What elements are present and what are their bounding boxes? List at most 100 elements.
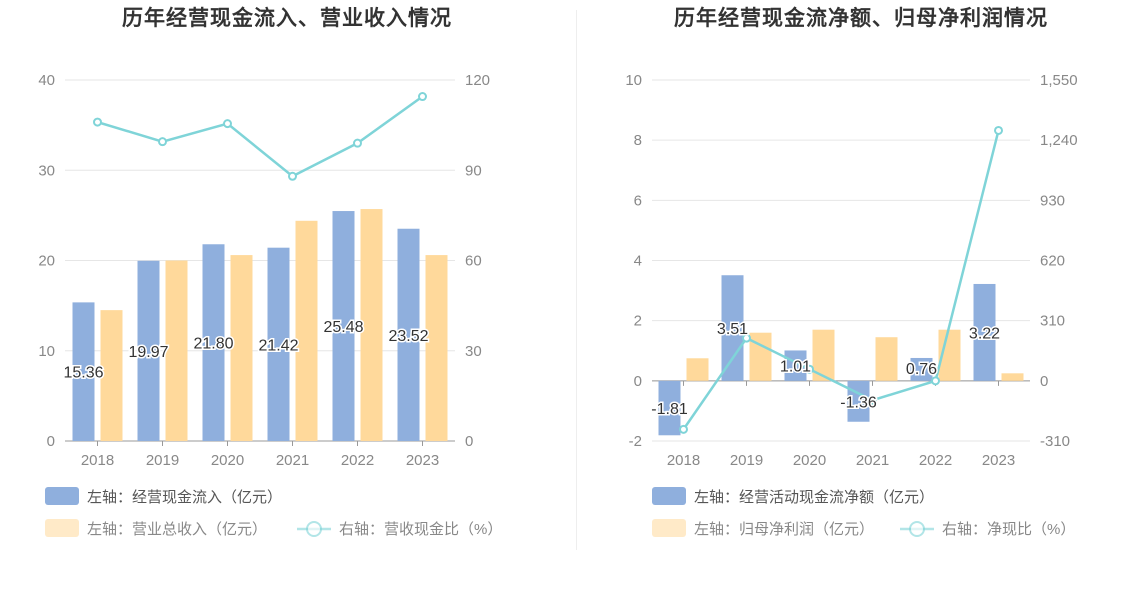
- ratio-point: [679, 424, 688, 434]
- x-tick-label: 2023: [982, 452, 1015, 469]
- x-tick-label: 2019: [146, 452, 179, 469]
- bar-data-label: 15.36: [63, 365, 103, 382]
- bar-blue: [658, 380, 681, 436]
- bar-orange: [812, 329, 835, 381]
- bar-orange: [425, 255, 448, 441]
- y-left-tick-label: 4: [634, 253, 642, 270]
- bar-blue: [202, 244, 225, 441]
- y-right-tick-label: 30: [465, 343, 482, 360]
- y-right-tick-label: 0: [1040, 373, 1048, 390]
- bar-blue: [72, 302, 95, 441]
- bar-data-label: 25.48: [323, 319, 363, 336]
- y-left-tick-label: 30: [38, 162, 55, 179]
- chart-title: 历年经营现金流净额、归母净利润情况: [674, 7, 1048, 30]
- bar-data-label: -1.81: [651, 401, 688, 418]
- bar-data-label: 21.80: [193, 336, 233, 353]
- x-tick-label: 2021: [276, 452, 309, 469]
- x-tick-label: 2019: [730, 452, 763, 469]
- y-right-tick-label: 120: [465, 72, 490, 89]
- legend-label: 左轴：经营活动现金流净额（亿元）: [694, 489, 934, 506]
- y-left-tick-label: 20: [38, 253, 55, 270]
- legend-line-icon: [306, 521, 322, 537]
- bar-data-label: 0.76: [906, 361, 937, 378]
- legend-swatch-orange: [45, 519, 79, 537]
- bar-orange: [1001, 373, 1024, 381]
- bar-orange: [100, 310, 123, 441]
- bar-data-label: 23.52: [388, 328, 428, 345]
- right-chart-panel: 历年经营现金流净额、归母净利润情况 10 1,550 8 1,240 6 930 4 620 2…: [574, 0, 1148, 589]
- ratio-point: [223, 119, 232, 129]
- bar-orange: [875, 337, 898, 381]
- bar-data-label: 3.22: [969, 325, 1000, 342]
- y-right-tick-label: 0: [465, 433, 473, 450]
- x-tick-label: 2021: [856, 452, 889, 469]
- x-tick-label: 2018: [667, 452, 700, 469]
- bar-data-label: 21.42: [258, 337, 298, 354]
- ratio-point: [418, 92, 427, 102]
- bar-orange: [165, 260, 188, 441]
- legend-label: 右轴：净现比（%）: [942, 521, 1075, 538]
- y-left-tick-label: 40: [38, 72, 55, 89]
- y-left-tick-label: 10: [625, 72, 642, 89]
- legend-label: 左轴：归母净利润（亿元）: [694, 521, 874, 538]
- chart-title: 历年经营现金流入、营业收入情况: [122, 7, 452, 30]
- bar-orange: [295, 220, 318, 441]
- bar-data-label: 1.01: [780, 359, 811, 376]
- bar-orange: [360, 209, 383, 441]
- bar-blue: [332, 211, 355, 441]
- x-tick-label: 2023: [406, 452, 439, 469]
- ratio-point: [353, 138, 362, 148]
- y-left-tick-label: -2: [629, 433, 642, 450]
- ratio-point: [158, 137, 167, 147]
- y-left-tick-label: 0: [634, 373, 642, 390]
- y-right-tick-label: 930: [1040, 192, 1065, 209]
- legend-line-icon: [909, 521, 925, 537]
- bar-orange: [686, 358, 709, 381]
- right-chart-svg: 10 1,550 8 1,240 6 930 4 620 2 310 0 0 -2 -310 2018 201…: [625, 72, 1078, 538]
- left-chart-panel: 历年经营现金流入、营业收入情况 40 120 30 90 20 60 10 30 0 0 2018 2…: [38, 7, 502, 538]
- bar-orange: [230, 255, 253, 441]
- y-right-tick-label: 620: [1040, 253, 1065, 270]
- panel-divider: [576, 10, 577, 550]
- left-chart-svg: 40 120 30 90 20 60 10 30 0 0 2018 2019 2020 2021 2022 2…: [38, 72, 502, 538]
- x-tick-label: 2022: [919, 452, 952, 469]
- x-tick-label: 2022: [341, 452, 374, 469]
- ratio-line: [97, 95, 424, 178]
- ratio-point: [742, 333, 751, 343]
- y-left-tick-label: 10: [38, 343, 55, 360]
- y-right-tick-label: 90: [465, 162, 482, 179]
- y-left-tick-label: 6: [634, 192, 642, 209]
- bar-blue: [267, 247, 290, 441]
- y-right-tick-label: 1,240: [1040, 132, 1078, 149]
- ratio-point: [994, 125, 1003, 135]
- y-right-tick-label: 60: [465, 253, 482, 270]
- bar-blue: [397, 228, 420, 441]
- y-right-tick-label: -310: [1040, 433, 1070, 450]
- bar-orange: [749, 332, 772, 381]
- y-right-tick-label: 1,550: [1040, 72, 1078, 89]
- bar-blue: [137, 260, 160, 441]
- y-right-tick-label: 310: [1040, 313, 1065, 330]
- ratio-point: [868, 395, 877, 405]
- y-left-tick-label: 8: [634, 132, 642, 149]
- x-tick-label: 2020: [211, 452, 244, 469]
- legend-label: 右轴：营收现金比（%）: [339, 521, 502, 538]
- ratio-line: [682, 130, 1000, 431]
- ratio-point: [805, 364, 814, 374]
- y-left-tick-label: 0: [47, 433, 55, 450]
- ratio-point: [93, 117, 102, 127]
- bar-blue: [721, 275, 744, 381]
- x-tick-label: 2018: [81, 452, 114, 469]
- legend-swatch-blue: [45, 487, 79, 505]
- bar-blue: [784, 350, 807, 381]
- legend-swatch-orange: [652, 519, 686, 537]
- bar-data-label: 3.51: [717, 321, 748, 338]
- legend-swatch-blue: [652, 487, 686, 505]
- bar-blue: [910, 357, 933, 381]
- legend-label: 左轴：营业总收入（亿元）: [87, 521, 267, 538]
- y-left-tick-label: 2: [634, 313, 642, 330]
- ratio-point: [931, 376, 940, 386]
- bar-data-label: -1.36: [840, 394, 877, 411]
- x-tick-label: 2020: [793, 452, 826, 469]
- bar-data-label: 19.97: [128, 344, 168, 361]
